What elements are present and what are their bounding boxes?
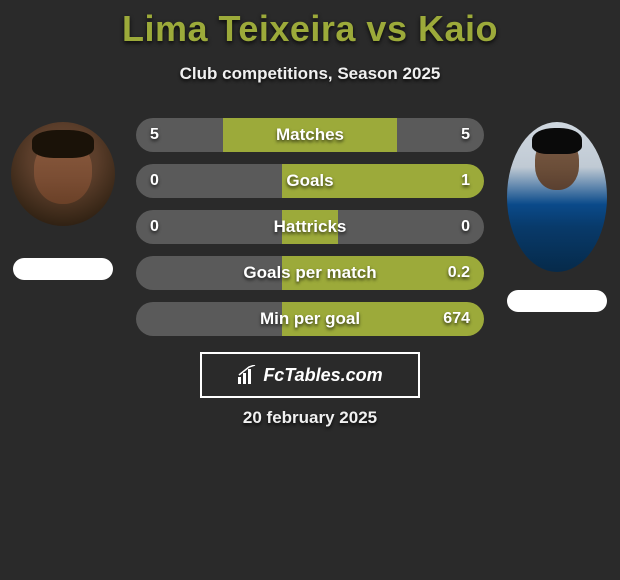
- stat-value-right: 5: [461, 126, 470, 144]
- comparison-subtitle: Club competitions, Season 2025: [0, 64, 620, 84]
- stat-value-right: 1: [461, 172, 470, 190]
- player-right-panel: [502, 122, 612, 312]
- comparison-title: Lima Teixeira vs Kaio: [0, 0, 620, 50]
- stat-value-left: 0: [150, 218, 159, 236]
- stat-row: Matches 5 5: [136, 118, 484, 152]
- stat-label: Hattricks: [274, 217, 347, 237]
- stat-value-right: 0.2: [448, 264, 470, 282]
- player-right-avatar: [507, 122, 607, 272]
- player-left-tag: [13, 258, 113, 280]
- stat-label: Matches: [276, 125, 344, 145]
- stat-row: Min per goal 674: [136, 302, 484, 336]
- stat-value-left: 5: [150, 126, 159, 144]
- stat-value-right: 674: [443, 310, 470, 328]
- stat-value-left: 0: [150, 172, 159, 190]
- date-text: 20 february 2025: [243, 408, 377, 428]
- brand-box: FcTables.com: [200, 352, 420, 398]
- stat-row: Hattricks 0 0: [136, 210, 484, 244]
- stat-row: Goals per match 0.2: [136, 256, 484, 290]
- player-left-avatar: [11, 122, 115, 226]
- stat-label: Min per goal: [260, 309, 360, 329]
- stat-value-right: 0: [461, 218, 470, 236]
- player-left-panel: [8, 122, 118, 280]
- stats-container: Matches 5 5 Goals 0 1 Hattricks 0 0 Goals per mat…: [136, 118, 484, 348]
- stat-label: Goals: [286, 171, 333, 191]
- brand-text: FcTables.com: [263, 365, 382, 386]
- player-right-tag: [507, 290, 607, 312]
- stat-label: Goals per match: [243, 263, 376, 283]
- stat-row: Goals 0 1: [136, 164, 484, 198]
- chart-icon: [237, 365, 257, 385]
